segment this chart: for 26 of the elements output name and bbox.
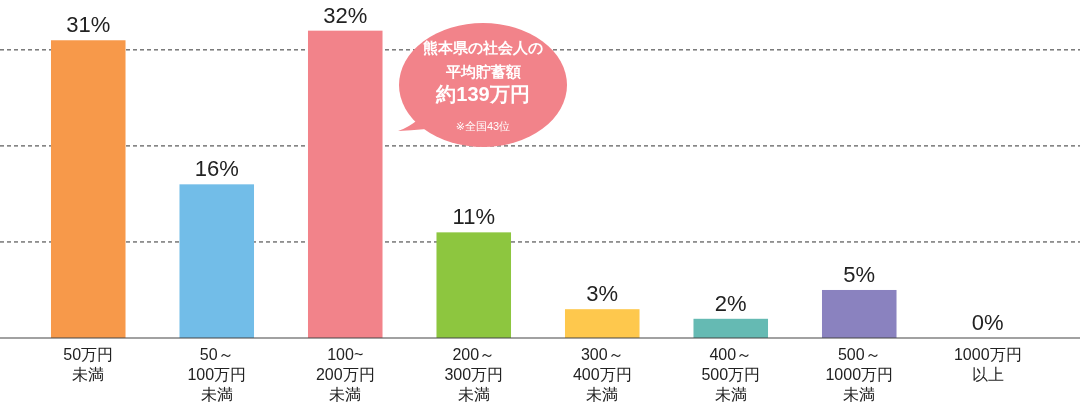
data-label: 0% [971,310,1004,335]
bar [307,30,383,338]
x-tick-label: 300～400万円未満 [572,346,632,403]
data-label: 2% [714,290,747,316]
annotation: 熊本県の社会人の平均貯蓄額 [423,39,543,80]
bar [693,318,769,338]
bar [564,309,640,338]
x-tick-label: 500～1000万円未満 [825,346,894,403]
annotation: ※全国43位 [455,120,511,132]
bar [436,232,512,338]
data-label: 5% [843,261,876,287]
x-tick-label: 1000万円以上 [953,346,1022,383]
x-tick-label: 400～500万円未満 [701,346,761,403]
data-label: 16% [194,156,239,182]
x-tick-label: 100~200万円未満 [315,346,375,403]
x-tick-label: 50～100万円未満 [187,346,247,403]
data-label: 31% [66,12,111,38]
annotation: 約139万円 [435,83,530,105]
data-label: 3% [586,281,619,307]
x-tick-label: 50万円未満 [63,346,114,383]
x-tick-label: 200～300万円未満 [444,346,504,403]
bar [179,184,255,338]
bar [50,40,126,338]
data-label: 11% [452,204,495,230]
data-label: 32% [323,2,368,28]
bar [821,289,897,338]
